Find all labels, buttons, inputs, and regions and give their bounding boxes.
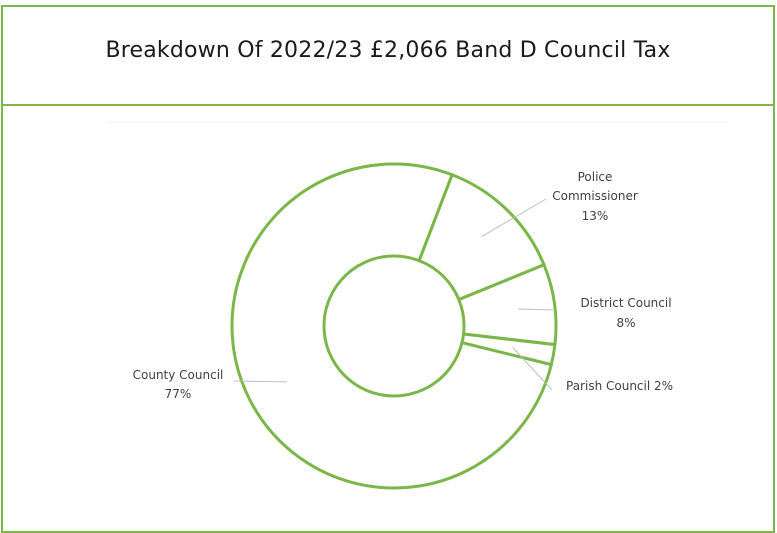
slice-county-council [230,162,554,490]
data-label-county-council-line-1: County Council [133,368,224,382]
data-label-police-commissioner-line-3: 13% [582,209,609,223]
data-label-county-council-line-2: 77% [165,387,192,401]
leader-line-county-council [233,380,288,383]
data-label-police-commissioner-line-2: Commissioner [552,189,638,203]
data-label-police-commissioner-line-1: Police [578,170,613,184]
data-label-district-council-line-1: District Council [580,296,671,310]
leader-lines-group [233,198,556,391]
slices-group [230,162,558,490]
data-label-parish-council-line-1: Parish Council 2% [566,379,673,393]
leader-line-police-commissioner [481,198,547,237]
leader-line-parish-council [512,347,553,391]
title-header: Breakdown Of 2022/23 £2,066 Band D Counc… [3,7,773,106]
chart-title: Breakdown Of 2022/23 £2,066 Band D Counc… [105,38,671,63]
leader-line-district-council [518,308,556,311]
labels-group: Police Commissioner 13% District Council 8% P… [133,170,673,401]
data-label-district-council-line-2: 8% [616,316,635,330]
